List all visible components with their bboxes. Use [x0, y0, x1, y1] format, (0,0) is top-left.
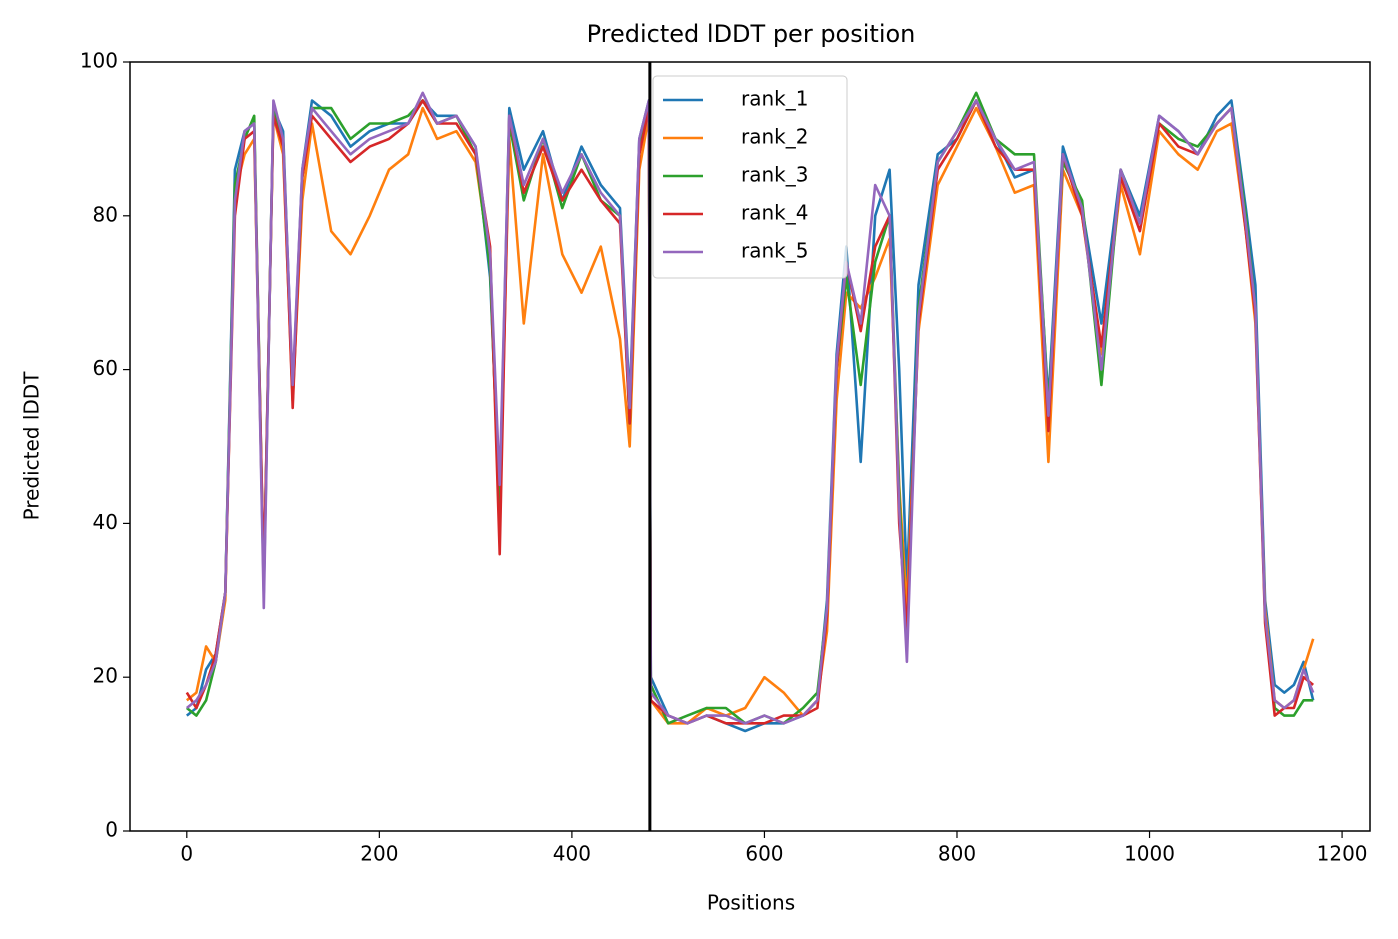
y-tick-label: 40: [93, 510, 118, 534]
legend-label: rank_2: [741, 125, 808, 149]
legend-label: rank_1: [741, 87, 808, 111]
legend-label: rank_4: [741, 201, 808, 225]
x-tick-label: 400: [553, 842, 591, 866]
x-tick-label: 600: [745, 842, 783, 866]
x-tick-label: 0: [180, 842, 193, 866]
y-axis-label: Predicted lDDT: [20, 371, 44, 521]
chart-title: Predicted lDDT per position: [587, 20, 916, 48]
legend-label: rank_3: [741, 163, 808, 187]
y-tick-label: 20: [93, 664, 118, 688]
legend-box: [652, 75, 848, 279]
x-axis-label: Positions: [707, 891, 795, 915]
y-tick-label: 0: [105, 818, 118, 842]
y-tick-label: 60: [93, 356, 118, 380]
y-tick-label: 80: [93, 202, 118, 226]
y-tick-label: 100: [80, 49, 118, 73]
legend: rank_1 rank_2 rank_3 rank_4 rank_5: [652, 75, 848, 279]
legend-label: rank_5: [741, 239, 808, 263]
x-tick-label: 800: [938, 842, 976, 866]
series-line: [185, 91, 1315, 725]
plot-frame: [129, 61, 1371, 832]
x-tick-label: 1200: [1317, 842, 1368, 866]
x-tick-label: 1000: [1124, 842, 1175, 866]
plot-lines: [185, 91, 1315, 733]
x-tick-label: 200: [360, 842, 398, 866]
